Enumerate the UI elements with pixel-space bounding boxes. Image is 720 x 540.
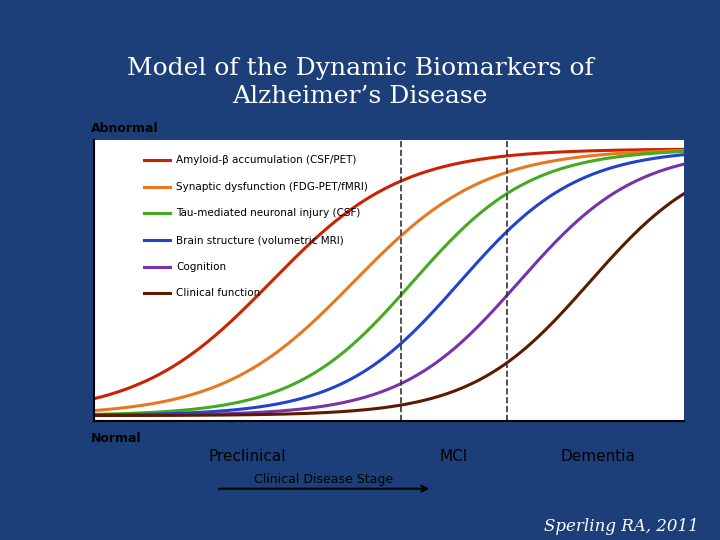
Text: Tau-mediated neuronal injury (CSF): Tau-mediated neuronal injury (CSF)	[176, 208, 361, 218]
Text: Normal: Normal	[91, 433, 141, 446]
Text: Amyloid-β accumulation (CSF/PET): Amyloid-β accumulation (CSF/PET)	[176, 155, 356, 165]
Text: Synaptic dysfunction (FDG-PET/fMRI): Synaptic dysfunction (FDG-PET/fMRI)	[176, 182, 368, 192]
Text: Dementia: Dementia	[561, 449, 636, 464]
Text: Sperling RA, 2011: Sperling RA, 2011	[544, 518, 698, 535]
Text: Brain structure (volumetric MRI): Brain structure (volumetric MRI)	[176, 235, 344, 245]
Text: Clinical Disease Stage: Clinical Disease Stage	[254, 473, 394, 486]
Text: Model of the Dynamic Biomarkers of
Alzheimer’s Disease: Model of the Dynamic Biomarkers of Alzhe…	[127, 57, 593, 108]
Text: Abnormal: Abnormal	[91, 122, 158, 135]
Text: MCI: MCI	[440, 449, 468, 464]
Text: Clinical function: Clinical function	[176, 288, 261, 299]
Text: Preclinical: Preclinical	[208, 449, 286, 464]
Text: Cognition: Cognition	[176, 262, 226, 272]
